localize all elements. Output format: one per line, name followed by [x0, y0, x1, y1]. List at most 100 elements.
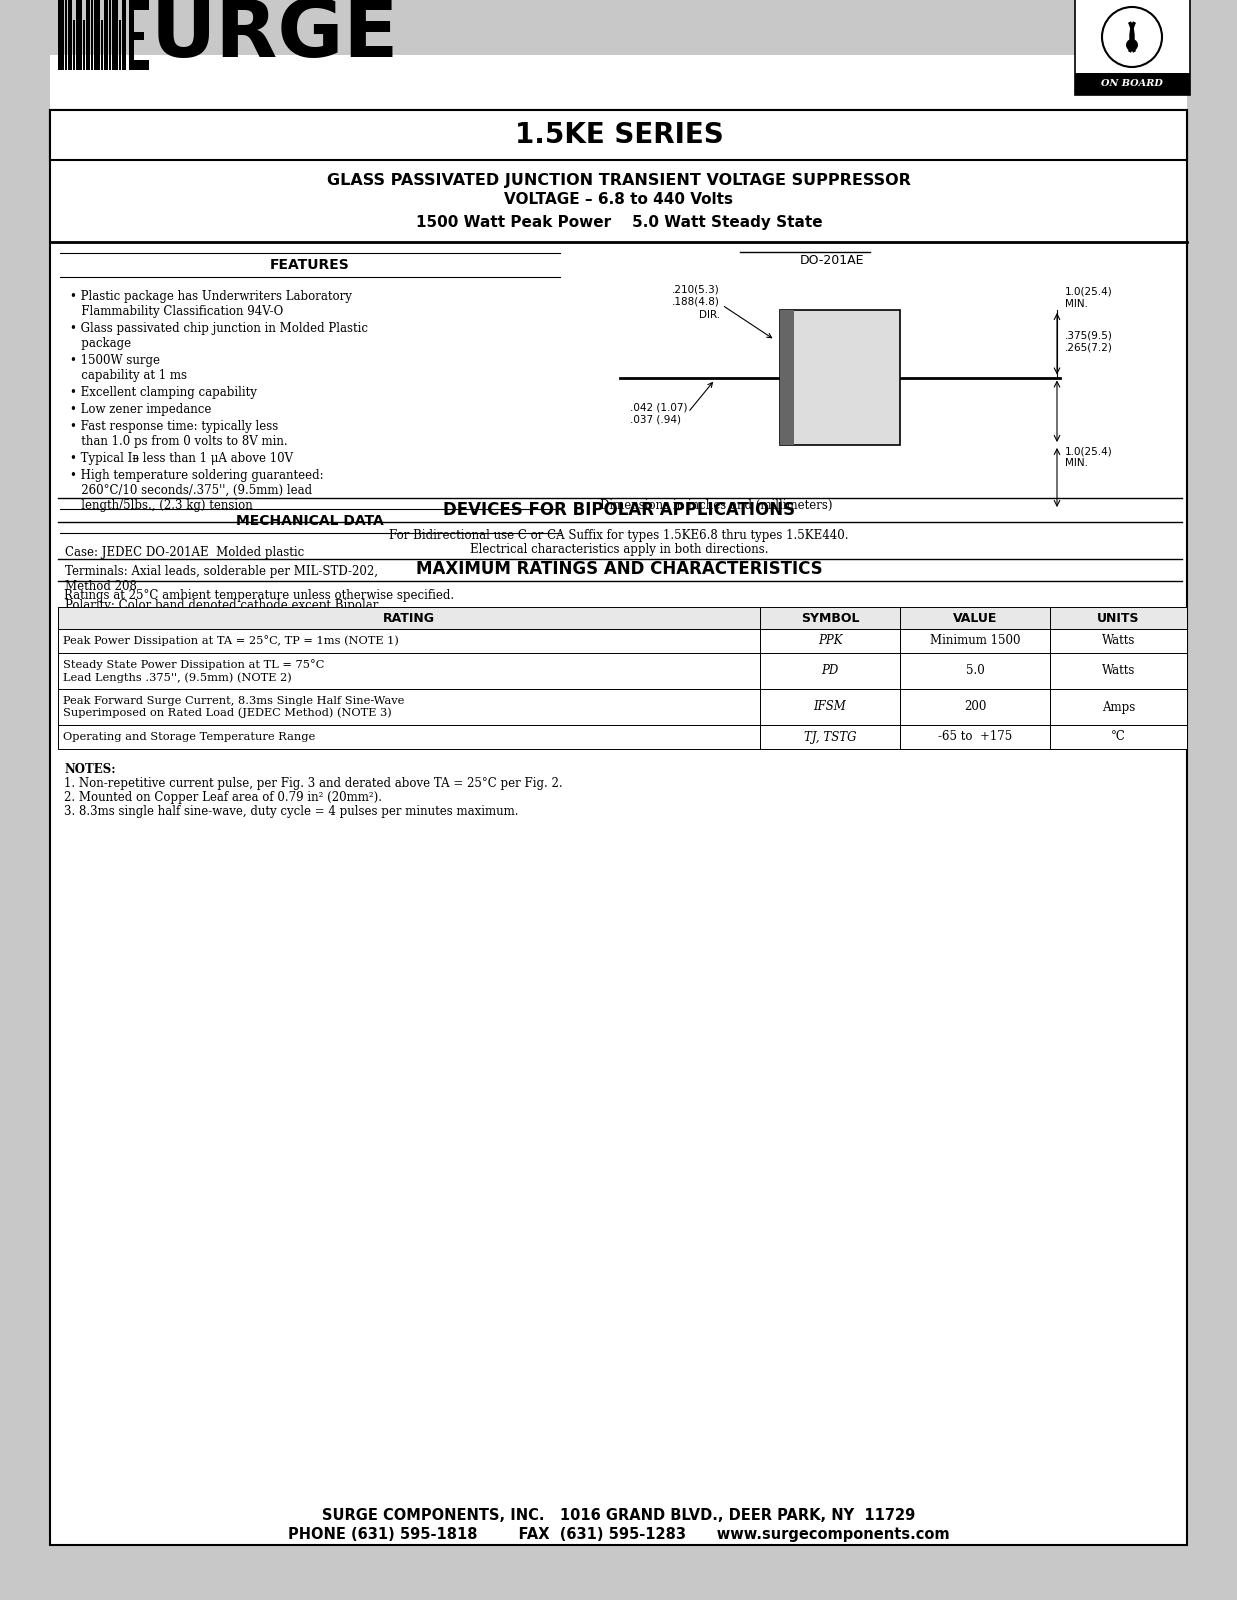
FancyArrowPatch shape: [725, 307, 772, 338]
Text: Weight: 0.045 ounce, 1.2 grams: Weight: 0.045 ounce, 1.2 grams: [66, 637, 255, 650]
Text: Ratings at 25°C ambient temperature unless otherwise specified.: Ratings at 25°C ambient temperature unle…: [64, 589, 454, 602]
Text: PPK: PPK: [818, 635, 842, 648]
Text: FEATURES: FEATURES: [270, 258, 350, 272]
Bar: [129, 32, 143, 40]
Text: NOTES:: NOTES:: [64, 763, 115, 776]
Text: Peak Forward Surge Current, 8.3ms Single Half Sine-Wave
Superimposed on Rated Lo: Peak Forward Surge Current, 8.3ms Single…: [63, 696, 404, 718]
Text: MAXIMUM RATINGS AND CHARACTERISTICS: MAXIMUM RATINGS AND CHARACTERISTICS: [416, 560, 823, 578]
Bar: [58, 653, 760, 690]
Bar: [781, 310, 794, 445]
Text: capability at 1 ms: capability at 1 ms: [71, 370, 187, 382]
Text: °C: °C: [1111, 731, 1126, 744]
Text: 200: 200: [964, 701, 986, 714]
Text: RATING: RATING: [383, 611, 435, 624]
Text: -65 to  +175: -65 to +175: [938, 731, 1012, 744]
Bar: [92, 0, 93, 70]
Text: Terminals: Axial leads, solderable per MIL-STD-202,
Method 208: Terminals: Axial leads, solderable per M…: [66, 565, 379, 594]
Text: 5.0: 5.0: [966, 664, 985, 677]
Bar: [83, 19, 85, 70]
Text: Steady State Power Dissipation at TL = 75°C
Lead Lengths .375'', (9.5mm) (NOTE 2: Steady State Power Dissipation at TL = 7…: [63, 659, 324, 683]
Bar: [66, 0, 67, 70]
Text: Electrical characteristics apply in both directions.: Electrical characteristics apply in both…: [470, 544, 768, 557]
Bar: [781, 310, 901, 445]
Bar: [58, 690, 760, 725]
Text: .375(9.5): .375(9.5): [1065, 331, 1113, 341]
Bar: [1050, 629, 1188, 653]
Bar: [760, 653, 901, 690]
Text: Amps: Amps: [1102, 701, 1136, 714]
Text: VOLTAGE – 6.8 to 440 Volts: VOLTAGE – 6.8 to 440 Volts: [505, 192, 734, 208]
Bar: [73, 19, 75, 70]
Bar: [113, 0, 118, 70]
Bar: [49, 110, 1188, 1546]
Bar: [1050, 725, 1188, 749]
Text: 1. Non-repetitive current pulse, per Fig. 3 and derated above TA = 25°C per Fig.: 1. Non-repetitive current pulse, per Fig…: [64, 778, 563, 790]
Text: 1.5KE SERIES: 1.5KE SERIES: [515, 122, 724, 149]
Bar: [119, 19, 121, 70]
Bar: [1075, 0, 1190, 94]
Bar: [760, 690, 901, 725]
Text: MIN.: MIN.: [1065, 299, 1089, 309]
Bar: [760, 725, 901, 749]
Bar: [87, 0, 90, 70]
Text: Peak Power Dissipation at TA = 25°C, TP = 1ms (NOTE 1): Peak Power Dissipation at TA = 25°C, TP …: [63, 635, 398, 646]
Bar: [49, 110, 1188, 160]
Bar: [109, 0, 111, 70]
Bar: [94, 0, 100, 70]
Text: For Bidirectional use C or CA Suffix for types 1.5KE6.8 thru types 1.5KE440.: For Bidirectional use C or CA Suffix for…: [390, 530, 849, 542]
Text: .265(7.2): .265(7.2): [1065, 342, 1113, 352]
Bar: [760, 606, 901, 629]
Text: length/5lbs., (2.3 kg) tension: length/5lbs., (2.3 kg) tension: [71, 499, 252, 512]
Bar: [901, 653, 1050, 690]
Text: • Low zener impedance: • Low zener impedance: [71, 403, 212, 416]
Bar: [58, 0, 64, 70]
Text: .042 (1.07): .042 (1.07): [630, 403, 688, 413]
Circle shape: [1126, 38, 1138, 51]
Bar: [1050, 606, 1188, 629]
Text: Watts: Watts: [1102, 635, 1136, 648]
Bar: [122, 0, 126, 70]
Text: PD: PD: [821, 664, 839, 677]
Text: Flammability Classification 94V-O: Flammability Classification 94V-O: [71, 306, 283, 318]
Text: • 1500W surge: • 1500W surge: [71, 354, 160, 366]
Bar: [68, 0, 72, 70]
Bar: [760, 629, 901, 653]
Text: Case: JEDEC DO-201AE  Molded plastic: Case: JEDEC DO-201AE Molded plastic: [66, 546, 304, 558]
Text: 1500 Watt Peak Power    5.0 Watt Steady State: 1500 Watt Peak Power 5.0 Watt Steady Sta…: [416, 214, 823, 229]
Text: Polarity: Color band denoted cathode except Bipolar: Polarity: Color band denoted cathode exc…: [66, 598, 379, 611]
Text: DIR.: DIR.: [699, 310, 720, 320]
Text: URGE: URGE: [151, 0, 400, 74]
Text: than 1.0 ps from 0 volts to 8V min.: than 1.0 ps from 0 volts to 8V min.: [71, 435, 288, 448]
Bar: [58, 725, 760, 749]
Text: • Fast response time: typically less: • Fast response time: typically less: [71, 419, 278, 434]
Text: package: package: [71, 338, 131, 350]
Text: .210(5.3): .210(5.3): [672, 285, 720, 294]
Text: SYMBOL: SYMBOL: [800, 611, 860, 624]
Text: ON BOARD: ON BOARD: [1101, 80, 1163, 88]
Text: SURGE COMPONENTS, INC.   1016 GRAND BLVD., DEER PARK, NY  11729: SURGE COMPONENTS, INC. 1016 GRAND BLVD.,…: [323, 1507, 915, 1523]
Text: 1.0(25.4): 1.0(25.4): [1065, 446, 1113, 456]
Text: MIN.: MIN.: [1065, 458, 1089, 467]
Bar: [58, 629, 760, 653]
Text: Mounting Position: Any: Mounting Position: Any: [66, 618, 204, 630]
Bar: [129, 59, 148, 70]
Text: IFSM: IFSM: [814, 701, 846, 714]
Text: • High temperature soldering guaranteed:: • High temperature soldering guaranteed:: [71, 469, 324, 482]
Bar: [901, 629, 1050, 653]
FancyArrowPatch shape: [690, 382, 713, 410]
Bar: [129, 0, 148, 10]
Text: • Typical Iᴃ less than 1 μA above 10V: • Typical Iᴃ less than 1 μA above 10V: [71, 451, 293, 466]
Text: .037 (.94): .037 (.94): [630, 414, 682, 424]
Text: • Plastic package has Underwriters Laboratory: • Plastic package has Underwriters Labor…: [71, 290, 351, 302]
Text: Dimensions in inches and (millimeters): Dimensions in inches and (millimeters): [600, 499, 833, 512]
Text: Operating and Storage Temperature Range: Operating and Storage Temperature Range: [63, 733, 315, 742]
Text: MECHANICAL DATA: MECHANICAL DATA: [236, 514, 383, 528]
Bar: [1050, 653, 1188, 690]
Text: Minimum 1500: Minimum 1500: [930, 635, 1021, 648]
Bar: [75, 0, 82, 70]
Bar: [1075, 74, 1190, 94]
Text: Watts: Watts: [1102, 664, 1136, 677]
Bar: [129, 0, 134, 70]
Bar: [58, 606, 760, 629]
Text: .188(4.8): .188(4.8): [672, 298, 720, 307]
